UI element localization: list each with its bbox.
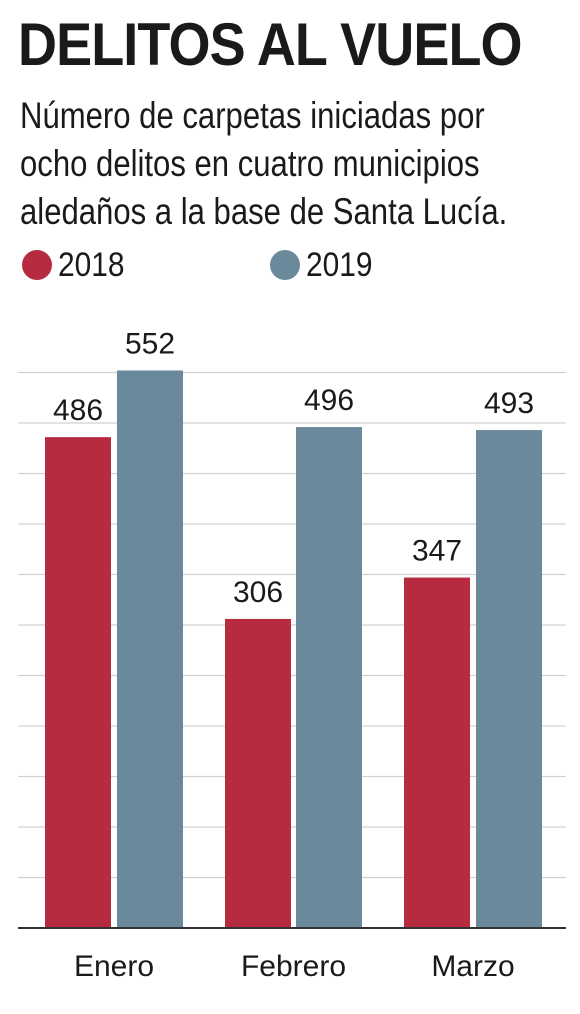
legend-item-2018: 2018 (22, 245, 134, 285)
legend-label-2018: 2018 (58, 245, 125, 284)
bar-2019-febrero (296, 427, 362, 928)
bar-2018-enero (45, 437, 111, 928)
bar-chart: 486 552 Enero 306 496 Febrero 347 493 Marzo (18, 327, 566, 983)
chart-subtitle: Número de carpetas iniciadas por ocho de… (20, 95, 508, 232)
x-tick-label-febrero: Febrero (241, 950, 346, 983)
data-label-2018-marzo: 347 (412, 535, 462, 568)
legend-swatch-2019 (270, 250, 300, 280)
x-tick-label-enero: Enero (74, 950, 154, 983)
data-label-2019-febrero: 496 (304, 384, 354, 417)
legend-label-2019: 2019 (306, 245, 373, 284)
chart-title: DELITOS AL VUELO (18, 11, 523, 78)
x-tick-label-marzo: Marzo (431, 950, 514, 983)
data-label-2019-marzo: 493 (484, 387, 534, 420)
data-label-2019-enero: 552 (125, 327, 175, 360)
bar-2018-marzo (404, 577, 470, 928)
bar-2018-febrero (225, 618, 291, 928)
data-label-2018-enero: 486 (53, 394, 103, 427)
bar-2019-enero (117, 370, 183, 929)
legend-swatch-2018 (22, 250, 52, 280)
bar-2019-marzo (476, 430, 542, 928)
legend-item-2019: 2019 (270, 245, 382, 285)
data-label-2018-febrero: 306 (233, 576, 283, 609)
